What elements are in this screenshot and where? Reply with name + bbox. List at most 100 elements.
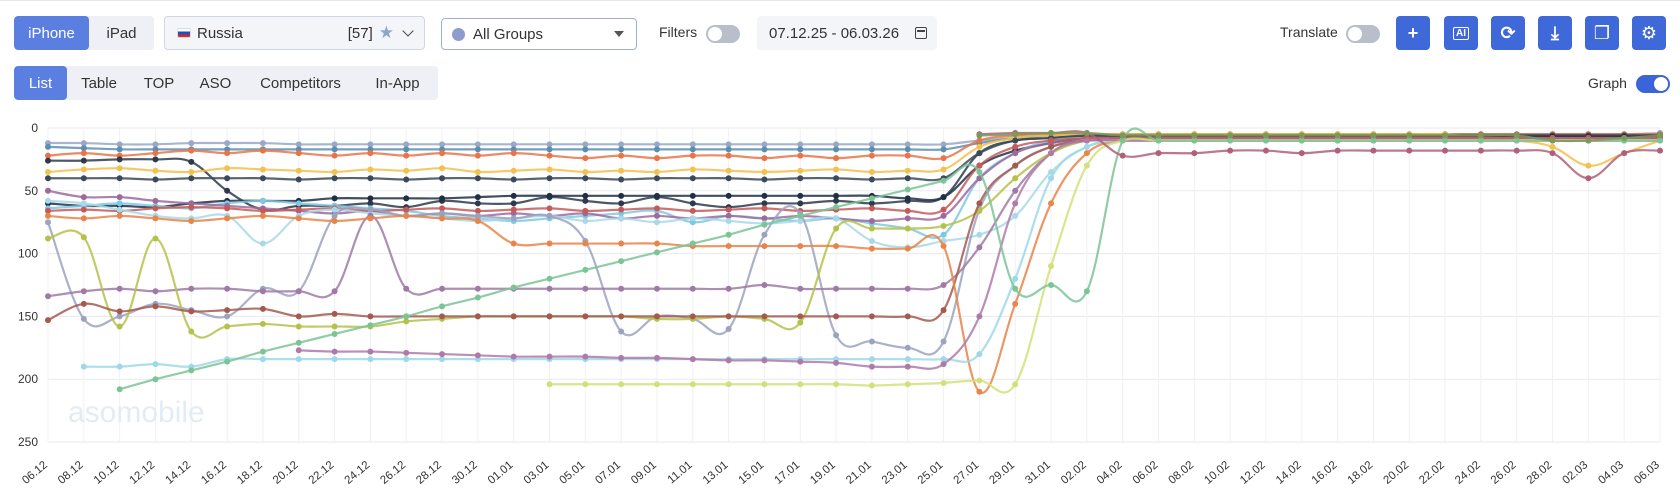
data-point[interactable] — [331, 206, 338, 213]
data-point[interactable] — [868, 205, 875, 212]
data-point[interactable] — [45, 168, 51, 175]
data-point[interactable] — [1012, 381, 1019, 388]
data-point[interactable] — [367, 150, 374, 157]
data-point[interactable] — [868, 285, 875, 292]
data-point[interactable] — [904, 141, 911, 148]
data-point[interactable] — [1012, 187, 1019, 194]
data-point[interactable] — [976, 137, 983, 144]
data-point[interactable] — [510, 215, 517, 222]
data-point[interactable] — [618, 206, 625, 213]
data-point[interactable] — [833, 381, 840, 388]
data-point[interactable] — [1298, 137, 1305, 144]
data-point[interactable] — [582, 266, 589, 273]
data-point[interactable] — [80, 166, 87, 173]
data-point[interactable] — [797, 200, 804, 207]
data-point[interactable] — [653, 219, 660, 226]
data-point[interactable] — [116, 165, 123, 172]
data-point[interactable] — [45, 207, 51, 214]
data-point[interactable] — [295, 347, 302, 354]
data-point[interactable] — [403, 313, 410, 320]
data-point[interactable] — [45, 143, 51, 150]
data-point[interactable] — [116, 141, 123, 148]
data-point[interactable] — [1298, 150, 1305, 157]
data-point[interactable] — [940, 356, 947, 363]
data-point[interactable] — [1549, 137, 1556, 144]
data-point[interactable] — [80, 234, 87, 241]
data-point[interactable] — [761, 243, 768, 250]
data-point[interactable] — [367, 215, 374, 222]
data-point[interactable] — [940, 231, 947, 238]
data-point[interactable] — [367, 356, 374, 363]
data-point[interactable] — [403, 167, 410, 174]
data-point[interactable] — [546, 205, 553, 212]
data-point[interactable] — [1048, 130, 1055, 137]
data-point[interactable] — [259, 197, 266, 204]
data-point[interactable] — [582, 217, 589, 224]
data-point[interactable] — [689, 215, 696, 222]
data-point[interactable] — [797, 192, 804, 199]
data-point[interactable] — [797, 217, 804, 224]
tab-competitors[interactable]: Competitors — [260, 74, 341, 92]
tab-in-app[interactable]: In-App — [375, 74, 420, 92]
data-point[interactable] — [1477, 147, 1484, 154]
data-point[interactable] — [367, 348, 374, 355]
data-point[interactable] — [367, 141, 374, 148]
data-point[interactable] — [689, 146, 696, 153]
data-point[interactable] — [725, 167, 732, 174]
data-point[interactable] — [1657, 137, 1663, 144]
data-point[interactable] — [868, 176, 875, 183]
data-point[interactable] — [1048, 200, 1055, 207]
data-point[interactable] — [689, 152, 696, 159]
data-point[interactable] — [761, 192, 768, 199]
data-point[interactable] — [295, 167, 302, 174]
data-point[interactable] — [868, 363, 875, 370]
data-point[interactable] — [653, 240, 660, 247]
data-point[interactable] — [904, 363, 911, 370]
data-point[interactable] — [1298, 132, 1305, 139]
data-point[interactable] — [259, 305, 266, 312]
data-point[interactable] — [224, 323, 231, 330]
country-select[interactable]: Russia [57] ★ — [164, 16, 425, 50]
data-point[interactable] — [403, 152, 410, 159]
data-point[interactable] — [295, 339, 302, 346]
data-point[interactable] — [797, 212, 804, 219]
data-point[interactable] — [1083, 150, 1090, 157]
data-point[interactable] — [152, 235, 159, 242]
data-point[interactable] — [904, 356, 911, 363]
date-range-picker[interactable]: 07.12.25 - 06.03.26 — [757, 16, 937, 50]
data-point[interactable] — [152, 156, 159, 163]
refresh-button[interactable]: ⟳ — [1491, 16, 1525, 50]
data-point[interactable] — [618, 240, 625, 247]
data-point[interactable] — [367, 313, 374, 320]
data-point[interactable] — [403, 212, 410, 219]
data-point[interactable] — [582, 381, 589, 388]
data-point[interactable] — [976, 150, 983, 157]
tab-aso[interactable]: ASO — [199, 74, 232, 92]
data-point[interactable] — [259, 166, 266, 173]
data-point[interactable] — [80, 175, 87, 182]
data-point[interactable] — [976, 231, 983, 238]
data-point[interactable] — [1155, 150, 1162, 157]
data-point[interactable] — [976, 162, 983, 169]
data-point[interactable] — [439, 313, 446, 320]
data-point[interactable] — [188, 328, 195, 335]
data-point[interactable] — [1406, 132, 1413, 139]
star-icon[interactable]: ★ — [378, 23, 394, 42]
data-point[interactable] — [904, 186, 911, 193]
data-point[interactable] — [940, 307, 947, 314]
data-point[interactable] — [1012, 300, 1019, 307]
data-point[interactable] — [80, 200, 87, 207]
data-point[interactable] — [546, 275, 553, 282]
data-point[interactable] — [833, 215, 840, 222]
data-point[interactable] — [474, 212, 481, 219]
data-point[interactable] — [188, 285, 195, 292]
data-point[interactable] — [976, 313, 983, 320]
data-point[interactable] — [1012, 275, 1019, 282]
data-point[interactable] — [474, 200, 481, 207]
data-point[interactable] — [976, 351, 983, 358]
data-point[interactable] — [582, 313, 589, 320]
data-point[interactable] — [1442, 137, 1449, 144]
data-point[interactable] — [439, 285, 446, 292]
data-point[interactable] — [689, 207, 696, 214]
data-point[interactable] — [1442, 132, 1449, 139]
